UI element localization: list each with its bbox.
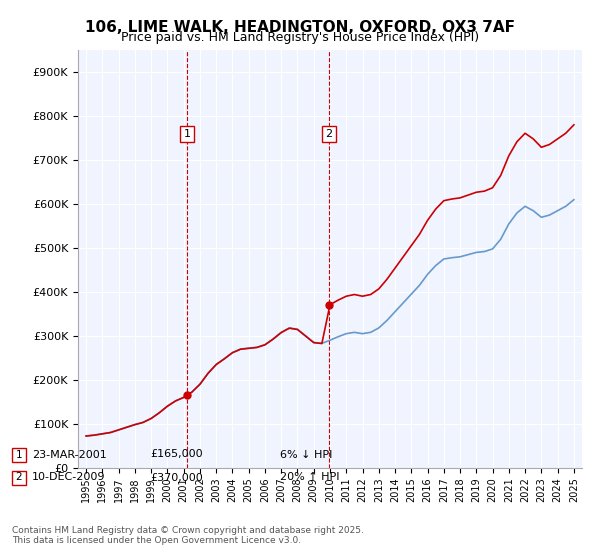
Text: 23-MAR-2001: 23-MAR-2001 (32, 450, 107, 460)
Text: 20% ↑ HPI: 20% ↑ HPI (280, 473, 340, 483)
Text: 1: 1 (184, 129, 191, 139)
Text: 6% ↓ HPI: 6% ↓ HPI (280, 450, 332, 460)
Text: 2: 2 (16, 473, 22, 483)
FancyBboxPatch shape (12, 471, 26, 485)
Text: 106, LIME WALK, HEADINGTON, OXFORD, OX3 7AF: 106, LIME WALK, HEADINGTON, OXFORD, OX3 … (85, 20, 515, 35)
FancyBboxPatch shape (12, 448, 26, 462)
Text: 10-DEC-2009: 10-DEC-2009 (32, 473, 106, 483)
Text: Contains HM Land Registry data © Crown copyright and database right 2025.
This d: Contains HM Land Registry data © Crown c… (12, 526, 364, 545)
Text: £370,000: £370,000 (150, 473, 203, 483)
Text: Price paid vs. HM Land Registry's House Price Index (HPI): Price paid vs. HM Land Registry's House … (121, 31, 479, 44)
Text: £165,000: £165,000 (150, 450, 203, 460)
Text: 2: 2 (325, 129, 332, 139)
Text: 1: 1 (16, 450, 22, 460)
